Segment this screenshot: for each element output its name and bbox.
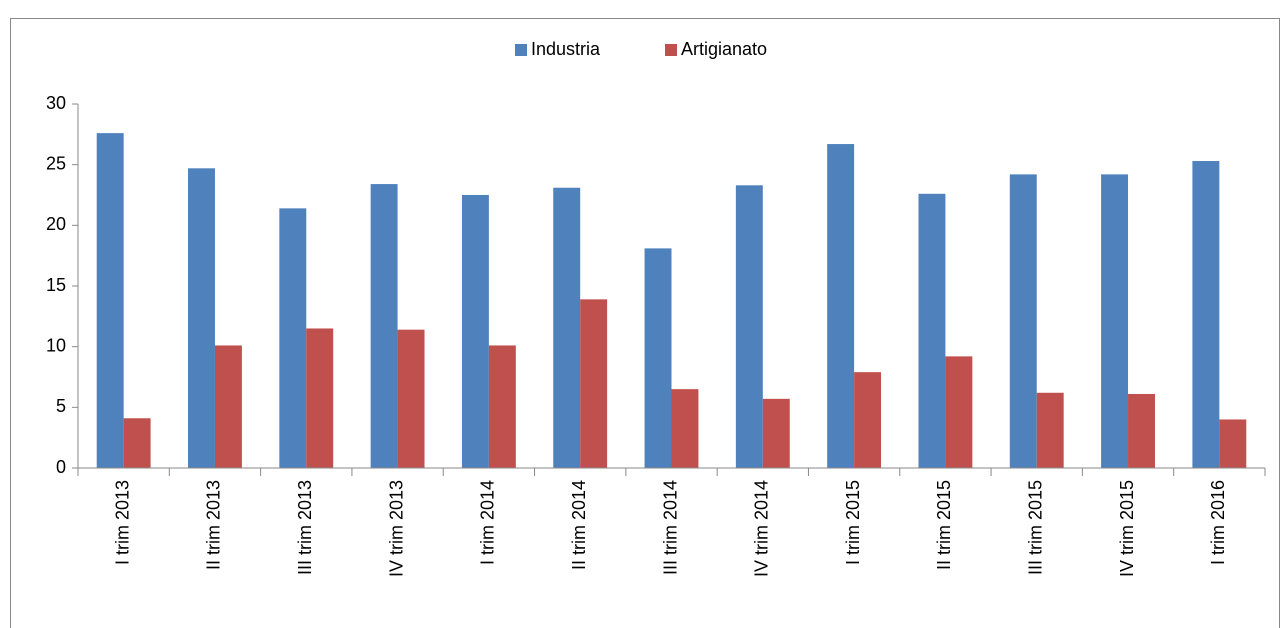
- legend-swatch: [665, 44, 677, 56]
- bar: [397, 329, 425, 468]
- y-tick-label: 10: [46, 335, 66, 355]
- legend-label: Artigianato: [681, 39, 767, 59]
- legend-label: Industria: [531, 39, 601, 59]
- x-tick-label: IV trim 2014: [752, 480, 772, 577]
- y-tick-label: 30: [46, 93, 66, 113]
- x-tick-label: II trim 2014: [569, 480, 589, 570]
- bar: [580, 299, 608, 468]
- y-tick-label: 5: [56, 396, 66, 416]
- y-tick-label: 0: [56, 457, 66, 477]
- x-tick-label: I trim 2016: [1208, 480, 1228, 565]
- bar: [1036, 392, 1064, 468]
- bar: [96, 133, 124, 468]
- x-tick-label: II trim 2015: [934, 480, 954, 570]
- bar: [123, 418, 151, 468]
- y-tick-label: 25: [46, 153, 66, 173]
- bar: [1101, 174, 1129, 468]
- bar: [671, 389, 699, 468]
- bar: [945, 356, 973, 468]
- legend-swatch: [515, 44, 527, 56]
- bar: [461, 195, 489, 468]
- x-tick-label: IV trim 2013: [386, 480, 406, 577]
- bar: [306, 328, 334, 468]
- bar: [762, 398, 790, 468]
- x-tick-label: I trim 2015: [843, 480, 863, 565]
- bar: [1192, 161, 1220, 468]
- bar: [370, 184, 398, 468]
- bar: [553, 187, 581, 468]
- bar: [1128, 393, 1155, 468]
- x-tick-label: III trim 2015: [1025, 480, 1045, 575]
- x-tick-label: I trim 2013: [112, 480, 132, 565]
- bar: [188, 168, 215, 468]
- bar: [854, 372, 882, 468]
- bar: [1219, 419, 1247, 468]
- bar: [214, 345, 242, 468]
- bar: [279, 208, 307, 468]
- bar: [918, 193, 946, 468]
- x-tick-label: III trim 2014: [660, 480, 680, 575]
- y-tick-label: 20: [46, 214, 66, 234]
- x-tick-label: IV trim 2015: [1117, 480, 1137, 577]
- bar: [735, 185, 763, 468]
- y-tick-label: 15: [46, 275, 66, 295]
- bar: [488, 345, 516, 468]
- x-tick-label: II trim 2013: [204, 480, 224, 570]
- bar: [827, 144, 855, 469]
- x-tick-label: I trim 2014: [478, 480, 498, 565]
- bar: [644, 248, 672, 468]
- bar: [1009, 174, 1037, 468]
- x-tick-label: III trim 2013: [295, 480, 315, 575]
